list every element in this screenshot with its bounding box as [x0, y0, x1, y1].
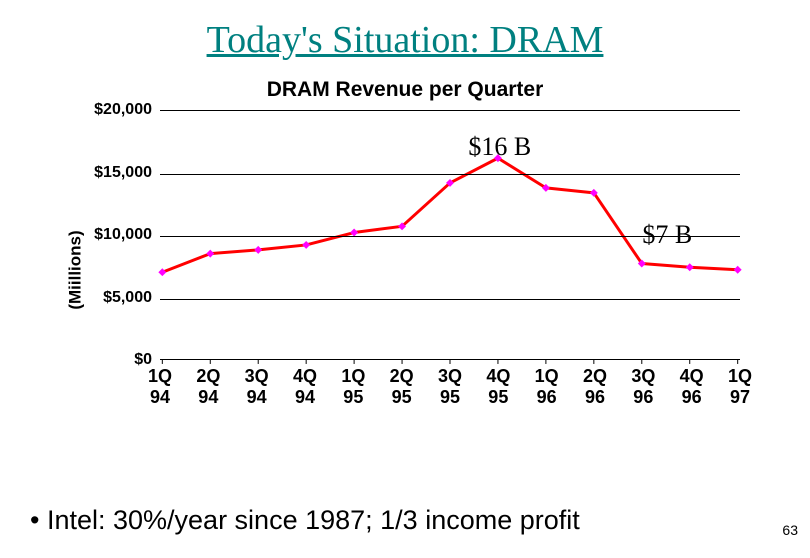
chart-title: DRAM Revenue per Quarter	[0, 78, 810, 102]
x-tick-label: 4Q94	[293, 366, 317, 407]
x-tick-label: 3Q96	[631, 366, 655, 407]
page-number: 63	[782, 522, 798, 538]
y-tick-label: $5,000	[103, 289, 152, 307]
chart-container: (Miillions) $20,000$15,000$10,000$5,000$…	[50, 110, 760, 430]
x-tick-label: 3Q94	[245, 366, 269, 407]
x-tick-label: 1Q95	[341, 366, 365, 407]
y-tick-label: $15,000	[94, 164, 152, 182]
x-tick-label: 3Q95	[438, 366, 462, 407]
bullet-text: • Intel: 30%/year since 1987; 1/3 income…	[30, 505, 580, 536]
series-line	[162, 158, 737, 272]
x-tick-label: 1Q97	[728, 366, 752, 407]
gridline	[160, 299, 740, 300]
x-tick-label: 1Q94	[148, 366, 172, 407]
x-tick-labels: 1Q942Q943Q944Q941Q952Q953Q954Q951Q962Q96…	[160, 366, 740, 422]
x-tick-label: 2Q96	[583, 366, 607, 407]
y-tick-label: $10,000	[94, 226, 152, 244]
data-marker	[158, 268, 166, 276]
data-marker	[206, 250, 214, 258]
chart-annotation: $7 B	[642, 220, 692, 250]
gridline	[160, 174, 740, 175]
y-tick-labels: $20,000$15,000$10,000$5,000$0	[74, 110, 152, 360]
chart-annotation: $16 B	[468, 132, 531, 162]
x-tick-label: 2Q95	[390, 366, 414, 407]
x-tick-label: 2Q94	[196, 366, 220, 407]
y-tick-label: $20,000	[94, 101, 152, 119]
data-marker	[734, 266, 742, 274]
data-marker	[686, 263, 694, 271]
data-marker	[254, 246, 262, 254]
data-marker	[302, 241, 310, 249]
slide-title: Today's Situation: DRAM	[0, 18, 810, 62]
x-tick-label: 1Q96	[535, 366, 559, 407]
x-tick-label: 4Q95	[486, 366, 510, 407]
x-tick-label: 4Q96	[680, 366, 704, 407]
